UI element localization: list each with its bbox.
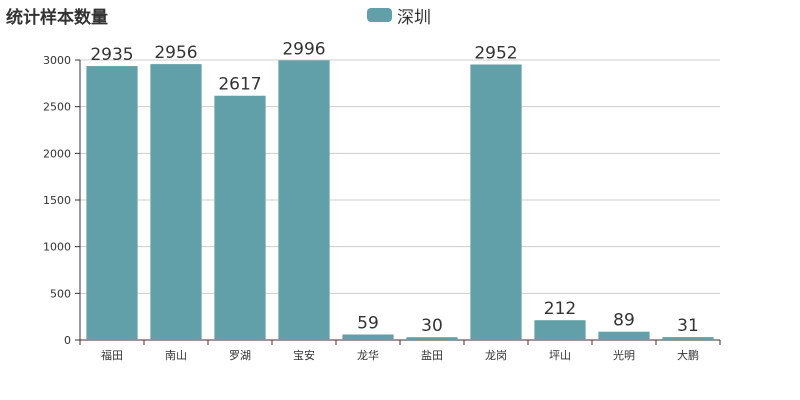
legend[interactable]: 深圳 [367,4,431,28]
chart-title: 统计样本数量 [6,8,108,28]
x-tick-label: 坪山 [549,349,571,362]
x-tick-label: 大鹏 [677,348,699,362]
legend-label[interactable]: 深圳 [397,7,431,28]
bar-10 [662,337,714,340]
data-label: 2996 [282,39,325,59]
data-label: 212 [544,299,576,319]
y-tick-label: 1500 [43,194,71,207]
y-tick-label: 1000 [43,241,71,254]
y-tick-label: 500 [50,287,71,300]
bar-9 [598,331,650,340]
data-label: 89 [613,311,635,331]
x-tick-label: 盐田 [421,349,443,362]
y-tick-label: 2500 [43,101,71,114]
bar-3 [214,95,266,340]
legend-swatch-icon[interactable] [367,8,392,22]
x-tick-label: 宝安 [293,348,315,362]
bar-5 [342,334,394,340]
bar-1 [86,66,138,341]
x-tick-label: 光明 [613,348,635,362]
data-label: 2956 [154,43,197,63]
y-tick-label: 2000 [43,147,71,160]
bar-2 [150,64,202,341]
data-label: 2935 [90,45,133,65]
x-tick-label: 福田 [101,348,123,362]
bar-8 [534,320,586,340]
bar-7 [470,64,522,340]
x-tick-label: 南山 [165,349,187,362]
bar-6 [406,337,458,340]
data-label: 30 [421,316,443,336]
x-tick-label: 龙华 [357,348,379,362]
x-tick-label: 罗湖 [229,349,251,362]
bar-4 [278,60,330,341]
x-tick-label: 龙岗 [485,349,507,362]
y-tick-label: 0 [64,334,71,347]
y-tick-label: 3000 [43,54,71,67]
data-label: 59 [357,313,379,333]
data-label: 2952 [474,43,517,63]
data-label: 2617 [218,75,261,95]
data-label: 31 [677,316,699,336]
